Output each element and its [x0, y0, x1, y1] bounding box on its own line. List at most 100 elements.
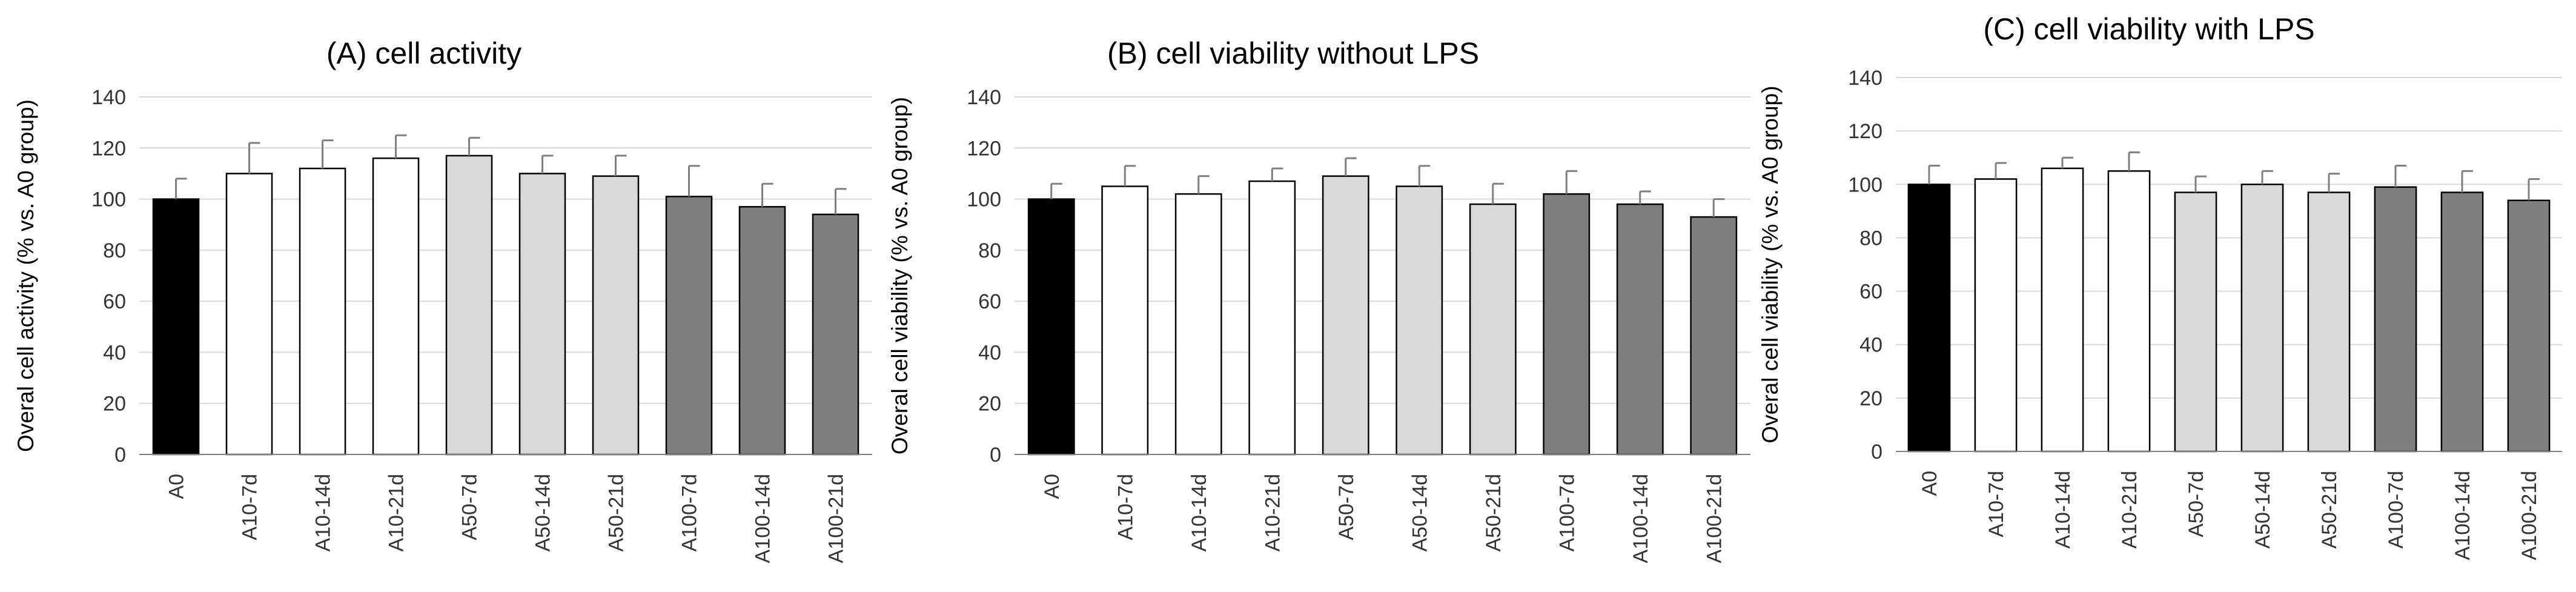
- y-tick-label: 40: [1859, 334, 1882, 357]
- x-tick-label: A100-21d: [2518, 471, 2541, 560]
- bar-A100-21d: [2507, 199, 2551, 453]
- bar-A100-7d: [665, 196, 713, 456]
- x-tick-label: A0: [1041, 474, 1064, 499]
- error-bar: [1050, 182, 1062, 199]
- x-tick-label: A100-21d: [825, 474, 848, 563]
- x-tick-label: A10-7d: [1114, 474, 1137, 540]
- x-tick-label: A50-7d: [1335, 474, 1358, 540]
- bar-A100-14d: [738, 205, 786, 456]
- x-tick-label: A10-14d: [2051, 471, 2074, 549]
- error-bar: [395, 134, 407, 159]
- x-tick-label: A50-21d: [2318, 471, 2341, 549]
- error-bar: [1995, 162, 2007, 179]
- error-bar: [2394, 164, 2406, 187]
- x-tick-label: A100-7d: [678, 474, 701, 552]
- error-bar: [1345, 157, 1357, 176]
- y-tick-label: 140: [91, 86, 126, 109]
- bar-A50-21d: [1469, 203, 1517, 456]
- chart-title: (A) cell activity: [326, 36, 521, 70]
- y-tick-label: 80: [1859, 227, 1882, 250]
- error-bar: [1124, 165, 1136, 187]
- bar-A10-21d: [1248, 180, 1296, 456]
- x-tick-label: A50-7d: [2185, 471, 2208, 537]
- x-tick-label: A100-14d: [2451, 471, 2474, 560]
- x-tick-label: A50-14d: [1408, 474, 1431, 552]
- x-tick-label: A10-7d: [239, 474, 262, 540]
- y-axis-label: Overal cell activity (% vs. A0 group): [13, 99, 38, 452]
- y-tick-label: 100: [967, 188, 1001, 211]
- error-bar: [2461, 170, 2473, 193]
- y-tick-label: 20: [978, 393, 1001, 416]
- error-bar: [1418, 165, 1431, 187]
- bar-A100-21d: [1690, 216, 1738, 456]
- bar-A10-21d: [372, 157, 420, 456]
- error-bar: [2528, 178, 2540, 201]
- x-tick-label: A10-14d: [312, 474, 335, 552]
- bar-A50-7d: [445, 155, 493, 456]
- y-tick-label: 120: [1848, 120, 1882, 143]
- error-bar: [1565, 170, 1578, 195]
- error-bar: [2328, 173, 2340, 193]
- error-bar: [688, 165, 700, 197]
- bar-A50-14d: [518, 173, 566, 456]
- y-tick-label: 120: [91, 137, 126, 160]
- error-bar: [1712, 198, 1725, 218]
- bar-A100-14d: [1616, 203, 1664, 456]
- y-tick-label: 20: [103, 393, 126, 416]
- y-tick-label: 0: [114, 444, 126, 467]
- y-tick-label: 140: [967, 86, 1001, 109]
- y-tick-label: 0: [990, 444, 1001, 467]
- y-tick-label: 140: [1848, 67, 1882, 90]
- x-tick-label: A100-7d: [2385, 471, 2408, 549]
- y-tick-label: 0: [1871, 441, 1882, 464]
- bar-A50-7d: [1322, 175, 1369, 456]
- y-axis-label: Overal cell viability (% vs. A0 group): [1758, 85, 1783, 443]
- x-tick-label: A0: [165, 474, 188, 499]
- error-bar: [1492, 182, 1504, 204]
- error-bar: [1271, 167, 1283, 182]
- chart-a-cell-activity: (A) cell activity Overal cell activity (…: [13, 36, 872, 563]
- bar-A100-7d: [2374, 186, 2417, 453]
- bar-A10-7d: [1101, 185, 1149, 456]
- y-tick-label: 120: [967, 137, 1001, 160]
- chart-title: (B) cell viability without LPS: [1107, 36, 1479, 70]
- error-bar: [1928, 164, 1940, 185]
- bar-A50-14d: [1396, 185, 1443, 456]
- error-bar: [2261, 170, 2273, 185]
- bar-A10-14d: [2041, 167, 2084, 453]
- x-tick-label: A10-21d: [1261, 474, 1284, 552]
- bar-A100-7d: [1543, 193, 1591, 456]
- error-bar: [615, 155, 627, 176]
- bar-A0: [152, 198, 200, 456]
- x-tick-label: A10-14d: [1188, 474, 1211, 552]
- chart-b-viability-without-lps: (B) cell viability without LPS Overal ce…: [887, 36, 1750, 563]
- bar-A100-21d: [812, 213, 859, 456]
- y-tick-label: 80: [103, 239, 126, 262]
- error-bar: [468, 136, 480, 156]
- y-tick-label: 60: [103, 290, 126, 313]
- bar-A10-7d: [225, 173, 273, 456]
- error-bar: [541, 155, 554, 174]
- x-tick-label: A10-21d: [385, 474, 408, 552]
- x-tick-label: A10-21d: [2118, 471, 2141, 549]
- x-tick-label: A0: [1918, 471, 1941, 496]
- error-bar: [2061, 156, 2073, 168]
- bar-A10-14d: [299, 167, 346, 456]
- x-tick-label: A50-21d: [605, 474, 628, 552]
- x-tick-label: A50-7d: [459, 474, 482, 540]
- error-bar: [1639, 190, 1651, 204]
- bar-A50-14d: [2240, 184, 2284, 453]
- bar-A10-14d: [1174, 193, 1222, 456]
- y-tick-label: 60: [978, 290, 1001, 313]
- error-bar: [322, 139, 334, 168]
- x-tick-label: A100-21d: [1703, 474, 1726, 563]
- bar-A0: [1907, 184, 1951, 453]
- error-bar: [835, 188, 847, 215]
- y-tick-label: 40: [978, 341, 1001, 364]
- bar-A10-21d: [2107, 170, 2151, 453]
- x-tick-label: A100-14d: [752, 474, 775, 563]
- bar-A50-21d: [592, 175, 640, 456]
- y-tick-label: 80: [978, 239, 1001, 262]
- bar-A10-7d: [1974, 178, 2018, 453]
